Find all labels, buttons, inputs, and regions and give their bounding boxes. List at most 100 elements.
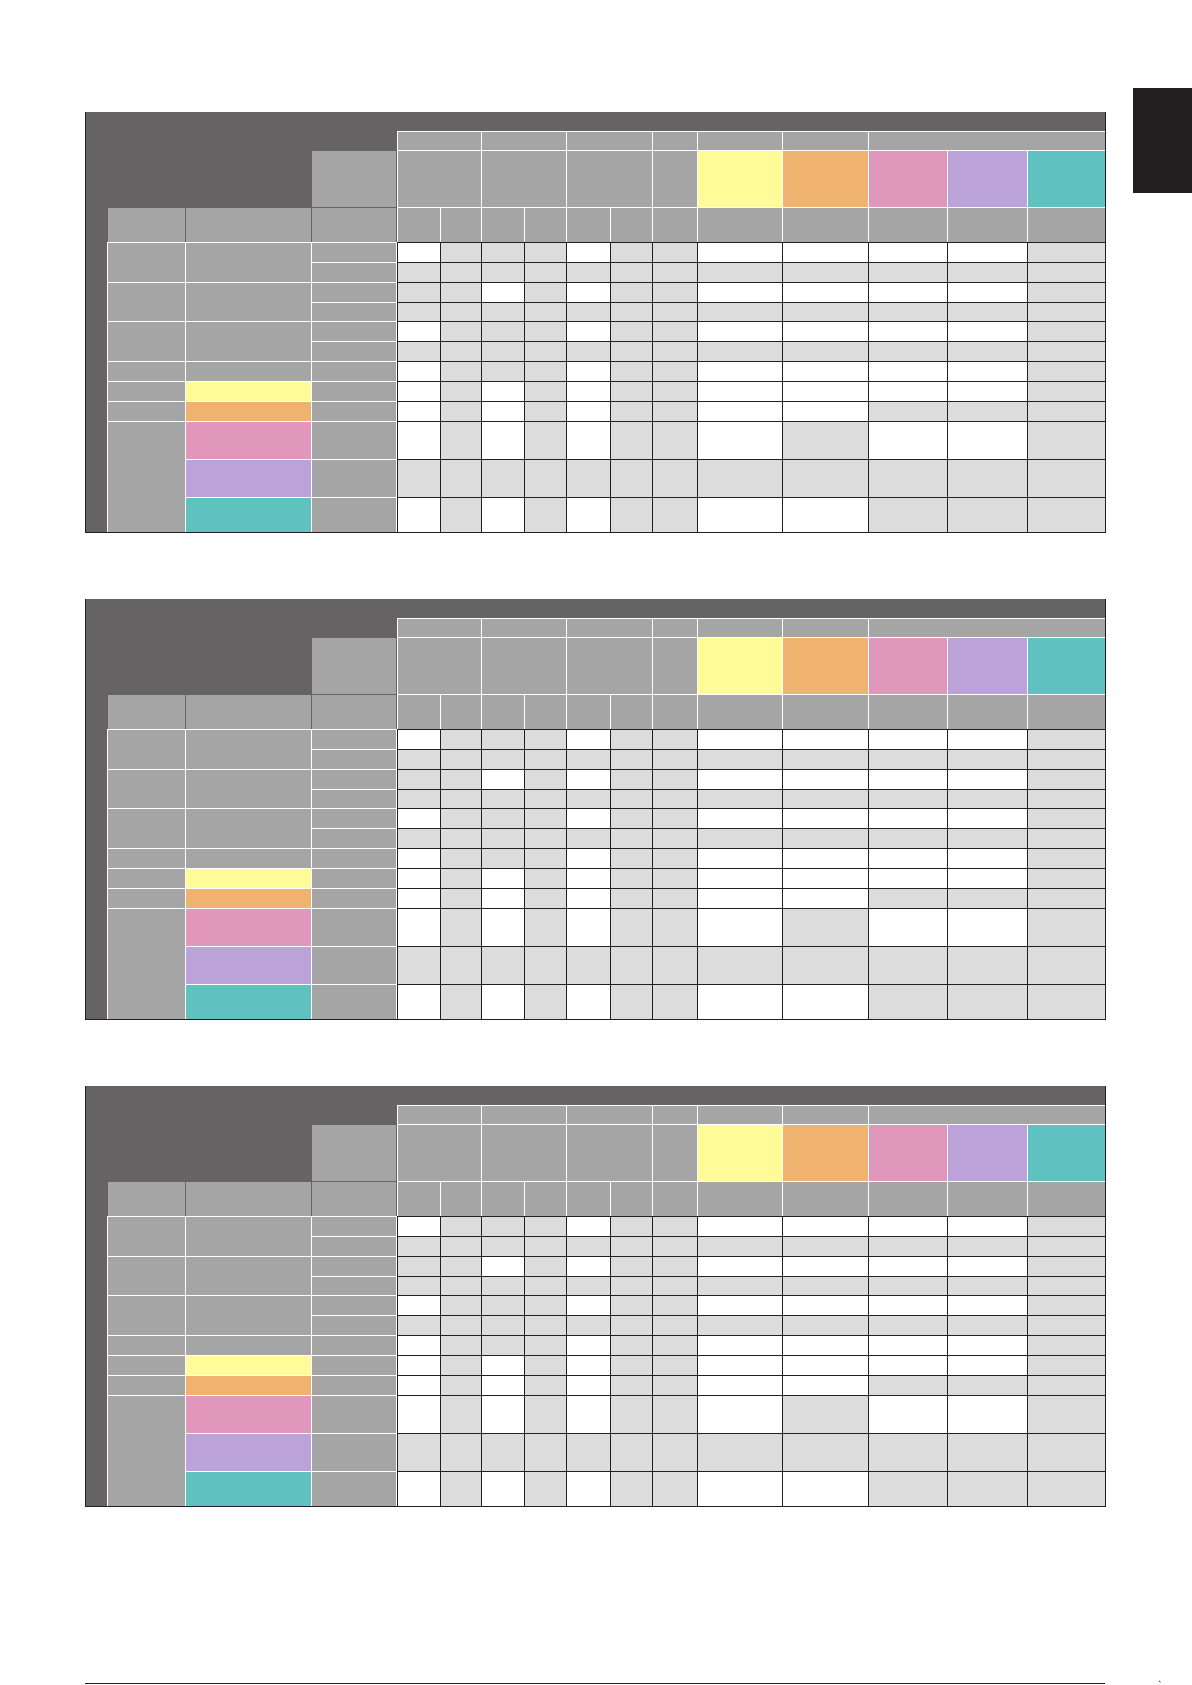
table-3-cell (567, 1277, 610, 1295)
table-2-cell (869, 790, 947, 808)
table-1-cell (783, 263, 868, 282)
table-1-row-type (312, 362, 396, 381)
table-3-cell (482, 1356, 524, 1375)
table-1-label-cell (398, 208, 440, 242)
table-3-color-header-pink (869, 1125, 947, 1181)
table-3-cell (869, 1257, 947, 1276)
table-1-cell (611, 460, 652, 497)
table-1-cell (783, 382, 868, 401)
table-1-row-group-label (108, 422, 185, 533)
table-2-cell (611, 809, 652, 828)
table-3-grid (85, 1086, 1106, 1507)
table-1-row-type (312, 382, 396, 401)
table-3-cell (525, 1257, 566, 1276)
table-2-label-row-left (85, 694, 107, 729)
table-1-cell (525, 362, 566, 381)
table-3-cell (611, 1336, 652, 1355)
table-3-cell (611, 1434, 652, 1471)
table-2-row-type (312, 985, 396, 1020)
table-3-cell (948, 1472, 1027, 1507)
table-2-cell (783, 750, 868, 769)
table-2-subheader-cell (398, 638, 481, 694)
table-3-cell (482, 1434, 524, 1471)
table-3-cell (948, 1434, 1027, 1471)
table-3-cell (1028, 1396, 1105, 1433)
table-3-cell (653, 1217, 697, 1236)
table-2-label-cell (611, 695, 652, 729)
table-2-color-header-purple (948, 638, 1027, 694)
table-3-row-group-label (108, 1296, 185, 1335)
table-1-cell (869, 303, 947, 321)
table-1-cell (783, 243, 868, 262)
table-1-cell (948, 303, 1027, 321)
table-1-label-cell (567, 208, 610, 242)
table-2-cell (869, 750, 947, 769)
table-1-cell (482, 402, 524, 421)
table-1-row-type (312, 498, 396, 533)
table-2-cell (653, 809, 697, 828)
table-2-cell (783, 869, 868, 888)
table-3-cell (869, 1376, 947, 1395)
table-2-row-sublabel (186, 909, 311, 946)
table-1-group-header (869, 132, 1105, 150)
table-3-label-cell (567, 1182, 610, 1216)
table-2-cell (948, 849, 1027, 868)
table-2-cell (398, 947, 440, 984)
table-1-cell (611, 498, 652, 533)
table-2-cell (567, 849, 610, 868)
table-2-row-type (312, 770, 396, 789)
table-2-cell (567, 770, 610, 789)
table-3-label-cell (869, 1182, 947, 1216)
table-1-label-cell (698, 208, 782, 242)
table-1-grid (85, 112, 1106, 533)
table-2-cell (698, 829, 782, 848)
table-1-label-cell (525, 208, 566, 242)
table-2-row-group-label (108, 869, 185, 888)
table-2-cell (525, 730, 566, 749)
table-1-cell (567, 303, 610, 321)
table-3-cell (441, 1376, 481, 1395)
table-1-group-header (783, 132, 868, 150)
table-2-cell (1028, 770, 1105, 789)
table-1-cell (869, 342, 947, 361)
table-3-cell (441, 1296, 481, 1315)
table-1-subheader-cell (567, 151, 652, 207)
table-1-label-cell (186, 208, 311, 242)
table-1-cell (1028, 382, 1105, 401)
table-1-row-group-label (108, 402, 185, 421)
table-1-cell (948, 422, 1027, 459)
table-3-row-type (312, 1237, 396, 1256)
table-1-cell (525, 460, 566, 497)
table-1-cell (567, 322, 610, 341)
table-2-cell (869, 947, 947, 984)
table-1-cell (398, 263, 440, 282)
table-3-cell (653, 1376, 697, 1395)
table-3-row-sublabel (186, 1376, 311, 1395)
table-2-label-cell (698, 695, 782, 729)
table-2-subheader-cell (653, 638, 697, 694)
table-3-cell (567, 1434, 610, 1471)
table-3-cell (698, 1472, 782, 1507)
table-2-row-sublabel (186, 730, 311, 769)
table-2-cell (948, 750, 1027, 769)
table-1-cell (567, 263, 610, 282)
table-3-row-type (312, 1434, 396, 1471)
table-3-cell (783, 1434, 868, 1471)
table-1-cell (398, 460, 440, 497)
table-1-cell (441, 243, 481, 262)
table-2-row-group-label (108, 889, 185, 908)
table-1-cell (783, 498, 868, 533)
table-3-cell (611, 1316, 652, 1335)
table-1-cell (1028, 283, 1105, 302)
table-1-cell (948, 243, 1027, 262)
table-3-label-cell (611, 1182, 652, 1216)
table-1-cell (441, 283, 481, 302)
table-1-cell (653, 322, 697, 341)
table-3-cell (525, 1434, 566, 1471)
table-3-cell (567, 1356, 610, 1375)
table-2-cell (948, 909, 1027, 946)
table-1-color-header-yellow (698, 151, 782, 207)
table-3-cell (869, 1316, 947, 1335)
table-1-cell (482, 382, 524, 401)
table-3-color-header-teal (1028, 1125, 1105, 1181)
